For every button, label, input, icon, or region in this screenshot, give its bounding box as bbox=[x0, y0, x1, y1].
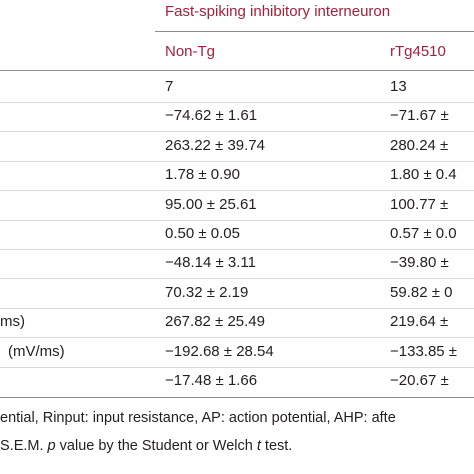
cell: 95.00 ± 25.61 bbox=[165, 195, 257, 213]
cell: −17.48 ± 1.66 bbox=[165, 372, 258, 389]
row-rule bbox=[0, 249, 474, 250]
cell: −192.68 ± 28.54 bbox=[165, 342, 274, 360]
footnote-part: value by the Student or Welch bbox=[55, 438, 257, 454]
cell: 267.82 ± 25.49 bbox=[165, 313, 265, 331]
cell: 70.32 ± 2.19 bbox=[165, 283, 249, 301]
cell: −20.67 ± bbox=[390, 372, 449, 389]
row-rule bbox=[0, 102, 474, 103]
row-rule bbox=[0, 190, 474, 192]
row-rule bbox=[0, 366, 474, 368]
cell: −133.85 ± bbox=[390, 342, 458, 360]
rule bbox=[155, 31, 474, 32]
footnote: ential, Rinput: input resistance, AP: ac… bbox=[0, 410, 396, 426]
cell: 219.64 ± bbox=[390, 313, 449, 331]
row-rule bbox=[0, 337, 474, 339]
cell: −48.14 ± 3.11 bbox=[165, 254, 256, 272]
cell: −71.67 ± bbox=[390, 107, 449, 125]
cell: 280.24 ± bbox=[390, 136, 449, 154]
footnote: S.E.M. p value by the Student or Welch t… bbox=[0, 437, 292, 455]
cell: 263.22 ± 39.74 bbox=[165, 136, 265, 154]
row-rule bbox=[0, 131, 474, 133]
rule bbox=[0, 70, 474, 71]
row-label: (mV/ms) bbox=[8, 342, 65, 360]
cell: 1.80 ± 0.4 bbox=[390, 166, 457, 184]
footnote-part: S.E.M. bbox=[0, 438, 48, 454]
group-header: Fast-spiking inhibitory interneuron bbox=[165, 3, 391, 20]
row-rule bbox=[0, 160, 474, 162]
footnote-part: t bbox=[256, 438, 261, 454]
cell: −39.80 ± bbox=[390, 254, 449, 272]
row-rule bbox=[0, 307, 474, 309]
row-rule bbox=[0, 219, 474, 221]
row-rule bbox=[0, 278, 474, 280]
cell: 100.77 ± bbox=[390, 195, 449, 213]
cell: 0.50 ± 0.05 bbox=[165, 225, 240, 242]
cell: 7 bbox=[165, 78, 174, 95]
cell: 59.82 ± 0 bbox=[390, 283, 453, 301]
footnote-part: p bbox=[47, 438, 56, 454]
cell: 0.57 ± 0.0 bbox=[390, 225, 457, 242]
footnote-part: test. bbox=[260, 438, 293, 454]
cell: 13 bbox=[390, 78, 407, 95]
column-header: Non-Tg bbox=[165, 43, 216, 60]
cell: 1.78 ± 0.90 bbox=[165, 166, 240, 184]
cell: −74.62 ± 1.61 bbox=[165, 107, 258, 125]
rule bbox=[0, 397, 474, 398]
row-label: ms) bbox=[0, 313, 25, 331]
column-header: rTg4510 bbox=[390, 43, 446, 60]
